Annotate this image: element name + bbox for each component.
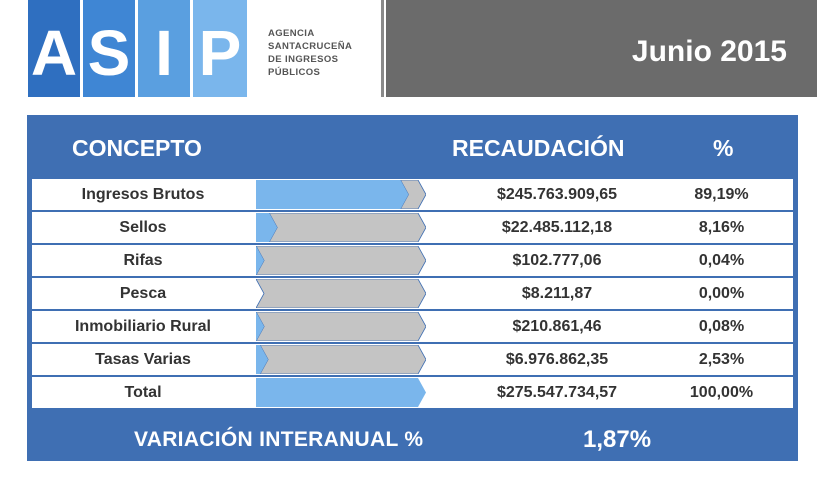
- column-header-recaudacion: RECAUDACIÓN: [452, 135, 625, 161]
- row-bar-chart: [256, 378, 426, 407]
- row-concepto: Sellos: [119, 219, 167, 236]
- row-concepto: Pesca: [119, 285, 167, 302]
- bar-remainder: [256, 312, 426, 341]
- table-row: Tasas Varias $6.976.862,35 2,53%: [32, 344, 793, 375]
- agency-line-2: SANTACRUCEÑA: [268, 41, 353, 52]
- period-title: Junio 2015: [631, 35, 787, 68]
- table-row: Total $275.547.734,57 100,00%: [32, 377, 793, 408]
- bar-remainder: [256, 279, 426, 308]
- row-pct: 89,19%: [694, 186, 749, 203]
- logo-letter-s: S: [87, 16, 131, 89]
- row-bar-cell: [256, 279, 426, 308]
- table-row: Ingresos Brutos $245.763.909,65 89,19%: [32, 179, 793, 210]
- row-pct: 8,16%: [698, 219, 745, 236]
- revenue-rows: Ingresos Brutos $245.763.909,65 89,19% Sell…: [32, 179, 793, 410]
- row-bar-cell: [256, 180, 426, 209]
- agency-name: AGENCIA SANTACRUCEÑA DE INGRESOS PÚBLICO…: [268, 27, 378, 79]
- logo-tile-s: S: [83, 0, 135, 97]
- bar-fill: [256, 246, 265, 275]
- bar-fill: [256, 378, 426, 407]
- row-concepto: Inmobiliario Rural: [74, 318, 211, 335]
- agency-line-4: PÚBLICOS: [268, 67, 321, 78]
- row-recaudacion: $210.861,46: [512, 318, 602, 335]
- row-concepto: Tasas Varias: [95, 351, 191, 368]
- logo-letter-p: P: [198, 16, 242, 89]
- logo-tile-p: P: [193, 0, 247, 97]
- row-recaudacion: $275.547.734,57: [496, 384, 618, 401]
- logo-tile-a: A: [28, 0, 80, 97]
- asip-logo: A S I P: [28, 0, 247, 97]
- logo-letter-a: A: [30, 16, 78, 89]
- bar-remainder: [268, 213, 426, 242]
- agency-line-1: AGENCIA: [268, 28, 315, 39]
- table-row: Pesca $8.211,87 0,00%: [32, 278, 793, 309]
- row-pct: 0,00%: [698, 285, 745, 302]
- row-bar-chart: [256, 279, 426, 308]
- variation-label: VARIACIÓN INTERANUAL %: [134, 428, 424, 451]
- row-bar-cell: [256, 213, 426, 242]
- bar-fill: [256, 312, 265, 341]
- table-row: Rifas $102.777,06 0,04%: [32, 245, 793, 276]
- bar-fill: [256, 345, 269, 374]
- row-recaudacion: $8.211,87: [521, 285, 593, 302]
- row-pct: 0,04%: [698, 252, 745, 269]
- bar-fill: [256, 213, 278, 242]
- header: A S I P AGENCIA SANTACRUCEÑA DE INGRESOS…: [0, 0, 817, 97]
- row-bar-chart: [256, 213, 426, 242]
- row-recaudacion: $245.763.909,65: [496, 186, 618, 203]
- logo-tile-i: I: [138, 0, 190, 97]
- variation-footer: VARIACIÓN INTERANUAL % 1,87%: [27, 420, 798, 461]
- table-row: Sellos $22.485.112,18 8,16%: [32, 212, 793, 243]
- row-bar-cell: [256, 378, 426, 407]
- row-bar-chart: [256, 180, 426, 209]
- row-bar-cell: [256, 246, 426, 275]
- header-divider: [381, 0, 384, 97]
- row-pct: 2,53%: [698, 351, 745, 368]
- column-header-pct: %: [713, 135, 734, 161]
- row-bar-chart: [256, 246, 426, 275]
- column-header-concepto: CONCEPTO: [72, 135, 202, 161]
- table-row: Inmobiliario Rural $210.861,46 0,08%: [32, 311, 793, 342]
- bar-remainder: [259, 345, 426, 374]
- row-bar-chart: [256, 312, 426, 341]
- row-recaudacion: $6.976.862,35: [505, 351, 609, 368]
- bar-fill: [256, 180, 409, 209]
- bar-remainder: [256, 246, 426, 275]
- row-concepto: Total: [124, 384, 162, 401]
- row-concepto: Rifas: [123, 252, 163, 269]
- logo-letter-i: I: [155, 16, 173, 89]
- row-pct: 100,00%: [689, 384, 754, 401]
- period-box: Junio 2015: [386, 0, 817, 97]
- row-recaudacion: $22.485.112,18: [501, 219, 613, 236]
- row-concepto: Ingresos Brutos: [81, 186, 205, 203]
- variation-value: 1,87%: [583, 426, 652, 453]
- row-pct: 0,08%: [698, 318, 745, 335]
- row-recaudacion: $102.777,06: [512, 252, 602, 269]
- revenue-panel: CONCEPTO RECAUDACIÓN % Ingresos Brutos $2…: [27, 115, 798, 461]
- row-bar-cell: [256, 312, 426, 341]
- row-bar-chart: [256, 345, 426, 374]
- row-bar-cell: [256, 345, 426, 374]
- agency-line-3: DE INGRESOS: [268, 54, 339, 65]
